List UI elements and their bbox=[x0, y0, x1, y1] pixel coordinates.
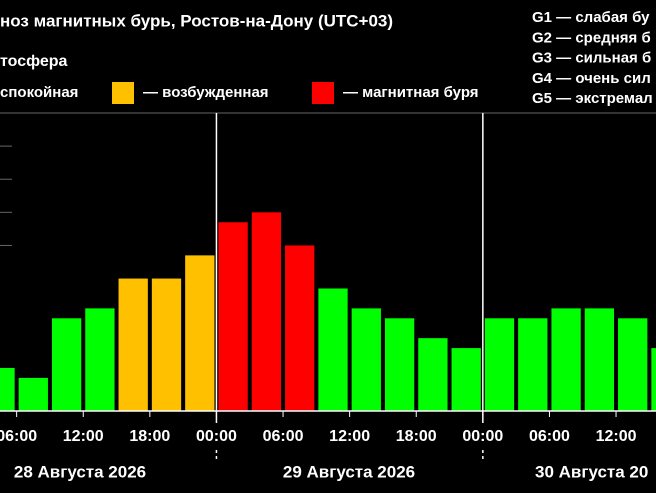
bar bbox=[218, 222, 248, 411]
legend-title: тосфера bbox=[0, 53, 68, 70]
bar bbox=[51, 318, 82, 411]
bar bbox=[251, 212, 282, 411]
x-tick-label: 00:00 bbox=[462, 428, 503, 445]
day-label: 30 Августа 20 bbox=[535, 462, 648, 481]
scale-note: G3 — сильная б bbox=[532, 50, 651, 67]
scale-note: G5 — экстремал bbox=[532, 90, 653, 107]
x-tick-label: 12:00 bbox=[63, 428, 104, 445]
bar bbox=[551, 308, 581, 411]
bar bbox=[18, 377, 48, 411]
bar bbox=[418, 338, 448, 411]
bar bbox=[518, 318, 548, 411]
bar bbox=[118, 278, 148, 411]
bar bbox=[0, 367, 15, 411]
bar bbox=[651, 348, 656, 411]
scale-note: G2 — средняя б bbox=[532, 29, 651, 46]
bar bbox=[351, 308, 381, 411]
legend-swatch bbox=[312, 82, 334, 104]
x-tick-label: 00:00 bbox=[196, 428, 237, 445]
scale-note: G4 — очень сил bbox=[532, 70, 651, 87]
bar bbox=[318, 288, 348, 411]
day-label: 29 Августа 2026 bbox=[283, 462, 415, 481]
x-tick-label: 12:00 bbox=[596, 428, 637, 445]
chart-title: ноз магнитных бурь, Ростов-на-Дону (UTC+… bbox=[0, 11, 393, 30]
bar bbox=[384, 318, 415, 411]
bar bbox=[451, 348, 481, 411]
x-tick-label: 18:00 bbox=[129, 428, 170, 445]
bar bbox=[151, 278, 182, 411]
legend-label: спокойная bbox=[0, 84, 78, 101]
bar bbox=[484, 318, 515, 411]
bar bbox=[618, 318, 648, 411]
legend-label: — магнитная буря bbox=[343, 84, 479, 101]
scale-note: G1 — слабая бу bbox=[532, 9, 650, 26]
bar bbox=[185, 255, 215, 411]
x-tick-label: 18:00 bbox=[396, 428, 437, 445]
x-tick-label: 06:00 bbox=[263, 428, 304, 445]
legend-label: — возбужденная bbox=[143, 84, 269, 101]
bar bbox=[285, 245, 315, 411]
x-tick-label: 06:00 bbox=[529, 428, 570, 445]
legend-swatch bbox=[112, 82, 134, 104]
x-tick-label: 12:00 bbox=[329, 428, 370, 445]
day-label: 28 Августа 2026 bbox=[14, 462, 146, 481]
bar bbox=[584, 308, 615, 411]
x-tick-label: 06:00 bbox=[0, 428, 37, 445]
bar bbox=[85, 308, 115, 411]
